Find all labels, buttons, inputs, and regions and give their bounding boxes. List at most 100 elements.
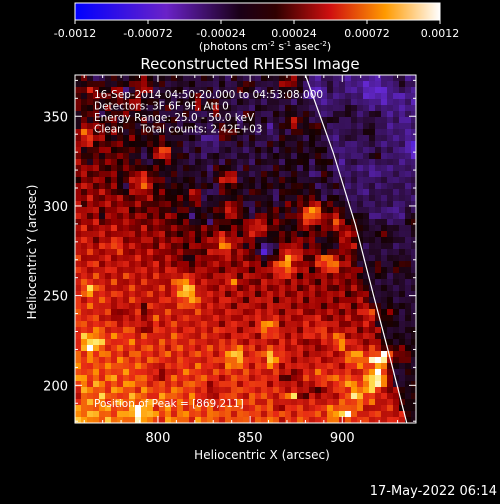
heatmap-cell bbox=[171, 321, 178, 328]
heatmap-cell bbox=[279, 357, 286, 364]
heatmap-cell bbox=[291, 159, 298, 166]
heatmap-cell bbox=[291, 255, 298, 262]
heatmap-cell bbox=[147, 369, 154, 376]
heatmap-cell bbox=[99, 189, 106, 196]
heatmap-cell bbox=[363, 129, 370, 136]
heatmap-cell bbox=[255, 279, 262, 286]
heatmap-cell bbox=[195, 405, 202, 412]
heatmap-cell bbox=[135, 165, 142, 172]
heatmap-cell bbox=[315, 243, 322, 250]
heatmap-cell bbox=[369, 117, 376, 124]
heatmap-cell bbox=[303, 261, 310, 268]
heatmap-cell bbox=[177, 255, 184, 262]
heatmap-cell bbox=[321, 153, 328, 160]
heatmap-cell bbox=[111, 249, 118, 256]
heatmap-cell bbox=[375, 165, 382, 172]
heatmap-cell bbox=[183, 207, 190, 214]
heatmap-cell bbox=[315, 351, 322, 358]
heatmap-cell bbox=[177, 123, 184, 130]
heatmap-cell bbox=[231, 165, 238, 172]
heatmap-cell bbox=[219, 195, 226, 202]
heatmap-cell bbox=[123, 159, 130, 166]
heatmap-cell bbox=[387, 165, 394, 172]
heatmap-cell bbox=[207, 165, 214, 172]
heatmap-cell bbox=[147, 159, 154, 166]
heatmap-cell bbox=[291, 321, 298, 328]
heatmap-cell bbox=[75, 141, 82, 148]
heatmap-cell bbox=[75, 159, 82, 166]
heatmap-cell bbox=[315, 219, 322, 226]
heatmap-cell bbox=[369, 189, 376, 196]
heatmap-cell bbox=[153, 303, 160, 310]
heatmap-cell bbox=[111, 111, 118, 118]
heatmap-cell bbox=[327, 123, 334, 130]
heatmap-cell bbox=[357, 303, 364, 310]
heatmap-cell bbox=[207, 117, 214, 124]
heatmap-cell bbox=[399, 219, 406, 226]
heatmap-cell bbox=[171, 141, 178, 148]
heatmap-cell bbox=[279, 405, 286, 412]
heatmap-cell bbox=[147, 189, 154, 196]
heatmap-cell bbox=[93, 285, 100, 292]
heatmap-cell bbox=[147, 381, 154, 388]
heatmap-cell bbox=[93, 111, 100, 118]
heatmap-cell bbox=[249, 351, 256, 358]
heatmap-cell bbox=[345, 135, 352, 142]
heatmap-cell bbox=[399, 243, 406, 250]
heatmap-cell bbox=[195, 303, 202, 310]
heatmap-cell bbox=[399, 279, 406, 286]
heatmap-cell bbox=[201, 111, 208, 118]
heatmap-cell bbox=[303, 375, 310, 382]
heatmap-cell bbox=[231, 135, 238, 142]
heatmap-cell bbox=[399, 345, 406, 352]
heatmap-cell bbox=[255, 351, 262, 358]
heatmap-cell bbox=[369, 207, 376, 214]
heatmap-cell bbox=[351, 255, 358, 262]
heatmap-cell bbox=[93, 201, 100, 208]
heatmap-cell bbox=[171, 159, 178, 166]
heatmap-cell bbox=[213, 147, 220, 154]
heatmap-cell bbox=[369, 177, 376, 184]
heatmap-cell bbox=[381, 279, 388, 286]
heatmap-cell bbox=[201, 117, 208, 124]
heatmap-cell bbox=[387, 375, 394, 382]
heatmap-cell bbox=[249, 291, 256, 298]
heatmap-cell bbox=[129, 375, 136, 382]
heatmap-cell bbox=[405, 117, 412, 124]
heatmap-cell bbox=[75, 279, 82, 286]
heatmap-cell bbox=[219, 177, 226, 184]
heatmap-cell bbox=[357, 147, 364, 154]
heatmap-cell bbox=[201, 105, 208, 112]
heatmap-cell bbox=[255, 297, 262, 304]
heatmap-cell bbox=[291, 225, 298, 232]
heatmap-cell bbox=[291, 369, 298, 376]
heatmap-cell bbox=[99, 165, 106, 172]
heatmap-cell bbox=[309, 195, 316, 202]
heatmap-cell bbox=[171, 339, 178, 346]
heatmap-cell bbox=[345, 105, 352, 112]
heatmap-cell bbox=[255, 237, 262, 244]
heatmap-cell bbox=[321, 267, 328, 274]
heatmap-cell bbox=[303, 291, 310, 298]
heatmap-cell bbox=[225, 111, 232, 118]
heatmap-cell bbox=[375, 177, 382, 184]
heatmap-cell bbox=[75, 381, 82, 388]
heatmap-cell bbox=[297, 297, 304, 304]
heatmap-cell bbox=[75, 393, 82, 400]
heatmap-cell bbox=[165, 171, 172, 178]
heatmap-cell bbox=[303, 285, 310, 292]
heatmap-cell bbox=[189, 327, 196, 334]
heatmap-cell bbox=[111, 153, 118, 160]
heatmap-cell bbox=[381, 231, 388, 238]
heatmap-cell bbox=[267, 291, 274, 298]
heatmap-cell bbox=[189, 315, 196, 322]
heatmap-cell bbox=[357, 117, 364, 124]
heatmap-cell bbox=[273, 327, 280, 334]
heatmap-cell bbox=[249, 75, 256, 82]
heatmap-cell bbox=[249, 279, 256, 286]
heatmap-cell bbox=[213, 237, 220, 244]
heatmap-cell bbox=[201, 225, 208, 232]
heatmap-cell bbox=[267, 351, 274, 358]
heatmap-cell bbox=[249, 213, 256, 220]
heatmap-cell bbox=[369, 243, 376, 250]
